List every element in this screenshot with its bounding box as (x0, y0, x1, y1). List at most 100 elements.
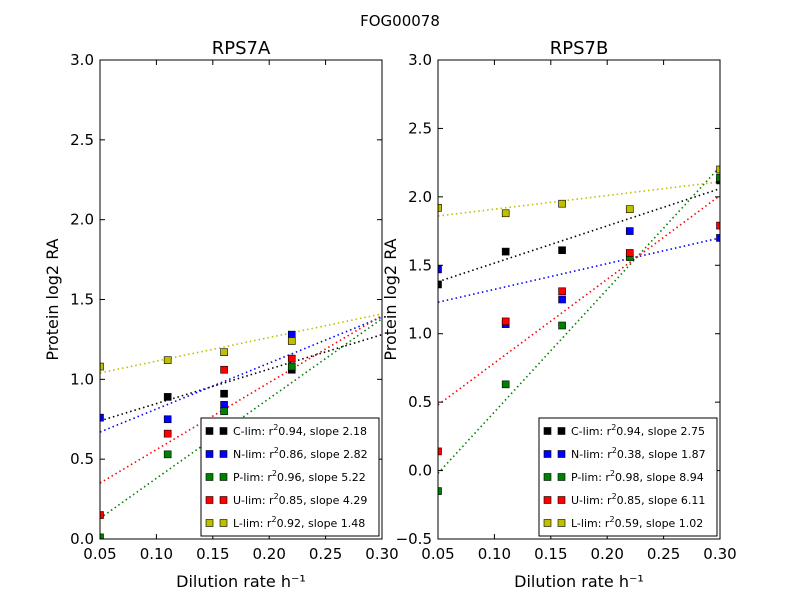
legend-text-suffix: 0.85, slope 6.11 (617, 494, 706, 507)
data-point-u-lim (287, 354, 296, 363)
y-tick-label: 3.0 (70, 51, 94, 69)
legend-marker (543, 496, 552, 504)
data-point-u-lim (100, 511, 104, 519)
fit-lines (100, 313, 382, 519)
data-point-l-lim (220, 348, 228, 356)
data-point-p-lim (438, 487, 442, 495)
data-points (438, 165, 720, 495)
legend-text-suffix: 0.86, slope 2.82 (279, 448, 368, 461)
legend-marker (557, 519, 566, 527)
legend-text-prefix: U-lim: r (233, 494, 274, 507)
data-point-p-lim (100, 533, 104, 539)
legend-text-prefix: L-lim: r (233, 517, 272, 530)
legend-marker (557, 473, 566, 481)
data-point-u-lim (558, 287, 566, 296)
data-point-l-lim (558, 199, 566, 208)
legend-marker (205, 519, 214, 527)
data-point-n-lim (438, 265, 442, 274)
data-point-p-lim (716, 173, 720, 182)
data-point-p-lim (220, 407, 228, 416)
legend-text-suffix: 0.92, slope 1.48 (277, 517, 366, 530)
y-tick-label: 0.5 (408, 393, 432, 411)
data-point-u-lim (625, 249, 634, 257)
legend-marker (219, 519, 228, 527)
legend-text-prefix: P-lim: r (233, 471, 272, 484)
y-tick-label: 1.0 (70, 370, 94, 388)
x-tick-label: 0.10 (478, 545, 511, 563)
y-tick-label: 0.0 (70, 530, 94, 548)
legend-marker (543, 519, 552, 527)
x-tick-label: 0.30 (703, 545, 736, 563)
data-point-n-lim (220, 401, 228, 409)
y-tick-label: 0.5 (70, 450, 94, 468)
y-tick-label: 2.0 (70, 211, 94, 229)
data-point-u-lim (220, 365, 228, 374)
legend-text-suffix: 0.94, slope 2.75 (616, 425, 705, 438)
fit-line-u-lim (100, 314, 382, 484)
y-axis-label: Protein log2 RA (381, 238, 400, 360)
legend-marker (219, 427, 228, 435)
legend-marker (205, 450, 214, 458)
legend-entry-l-lim: L-lim: r20.92, slope 1.48 (233, 515, 365, 530)
y-axis-label: Protein log2 RA (43, 238, 62, 360)
data-point-c-lim (163, 393, 172, 401)
data-point-u-lim (716, 221, 720, 230)
data-point-p-lim (163, 450, 172, 459)
legend: C-lim: r20.94, slope 2.18N-lim: r20.86, … (200, 417, 380, 537)
data-points (100, 330, 296, 539)
fit-line-p-lim (438, 166, 720, 474)
data-point-u-lim (438, 447, 442, 456)
legend-text-superscript: 2 (273, 423, 278, 432)
legend-marker (205, 473, 214, 481)
x-tick-label: 0.15 (196, 545, 229, 563)
data-point-n-lim (163, 415, 172, 424)
fit-line-n-lim (438, 237, 720, 304)
legend-text-superscript: 2 (272, 469, 277, 478)
y-tick-label: 2.0 (408, 188, 432, 206)
x-tick-label: 0.05 (421, 545, 454, 563)
legend-entry-p-lim: P-lim: r20.98, slope 8.94 (571, 469, 704, 484)
legend-text-prefix: N-lim: r (233, 448, 274, 461)
y-tick-label: 2.5 (70, 131, 94, 149)
legend-text-superscript: 2 (609, 515, 614, 524)
axes-frame (437, 59, 721, 540)
plots-container: 0.05 0.10 0.15 0.20 0.25 0.30 0.0 0.5 1.0 1.5 2.0 2… (43, 38, 737, 591)
legend-text-superscript: 2 (271, 515, 276, 524)
x-tick-label: 0.30 (365, 545, 398, 563)
legend-marker (543, 450, 552, 458)
legend-entry-c-lim: C-lim: r20.94, slope 2.18 (233, 423, 367, 438)
data-point-l-lim (287, 337, 296, 345)
fit-line-l-lim (100, 313, 382, 374)
x-axis-label: Dilution rate h⁻¹ (176, 572, 306, 591)
legend-entry-c-lim: C-lim: r20.94, slope 2.75 (571, 423, 705, 438)
legend-text-superscript: 2 (274, 492, 279, 501)
data-point-n-lim (287, 330, 296, 339)
legend-entry-n-lim: N-lim: r20.38, slope 1.87 (571, 446, 706, 461)
data-point-l-lim (438, 204, 442, 212)
legend-text-suffix: 0.38, slope 1.87 (617, 448, 706, 461)
data-point-l-lim (625, 205, 634, 213)
x-tick-label: 0.05 (83, 545, 116, 563)
legend-text-superscript: 2 (612, 492, 617, 501)
data-point-c-lim (558, 246, 566, 255)
fit-lines (438, 166, 720, 474)
legend-text-prefix: N-lim: r (571, 448, 612, 461)
x-tick-label: 0.20 (252, 545, 285, 563)
legend-text-suffix: 0.94, slope 2.18 (278, 425, 367, 438)
legend-text-prefix: C-lim: r (233, 425, 274, 438)
x-tick-label: 0.20 (590, 545, 623, 563)
legend-frame (200, 417, 380, 537)
legend-entry-u-lim: U-lim: r20.85, slope 6.11 (571, 492, 705, 507)
legend-text-suffix: 0.98, slope 8.94 (615, 471, 704, 484)
legend-text-prefix: C-lim: r (571, 425, 612, 438)
legend-text-superscript: 2 (611, 423, 616, 432)
legend: C-lim: r20.94, slope 2.75N-lim: r20.38, … (538, 417, 718, 537)
chart-title: RPS7A (212, 38, 271, 59)
legend-text-suffix: 0.96, slope 5.22 (277, 471, 366, 484)
data-point-n-lim (716, 234, 720, 242)
legend-marker (543, 473, 552, 481)
fit-line-u-lim (438, 194, 720, 406)
legend-text-suffix: 0.85, slope 4.29 (279, 494, 368, 507)
legend-text-prefix: P-lim: r (571, 471, 610, 484)
